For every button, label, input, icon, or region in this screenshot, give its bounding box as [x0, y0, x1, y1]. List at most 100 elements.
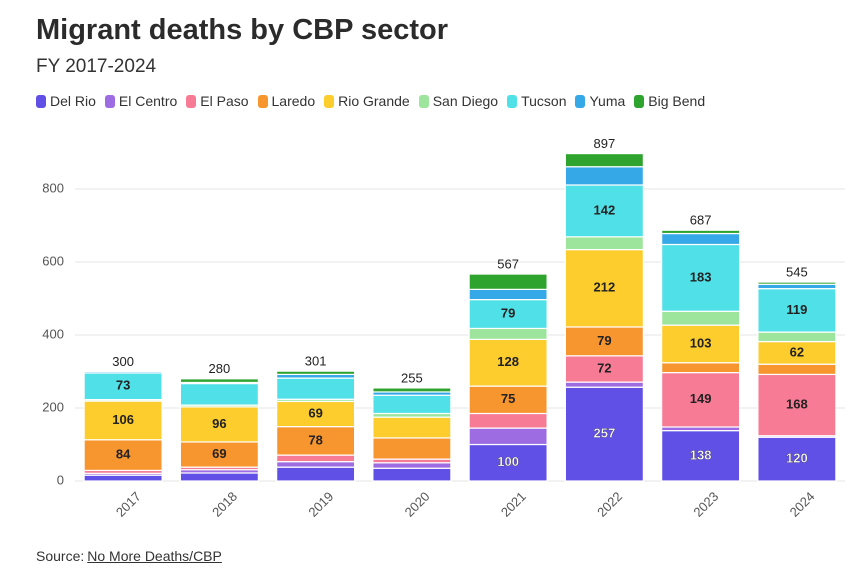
bar-segment [564, 152, 644, 168]
legend: Del Rio El Centro El Paso Laredo Rio Grande S… [36, 93, 705, 109]
data-label: 149 [690, 391, 712, 406]
bar-segment [564, 381, 644, 388]
x-tick-label: 2018 [209, 489, 240, 520]
y-tick-label: 200 [42, 399, 64, 414]
bar-segment [468, 338, 548, 387]
data-label: 120 [786, 451, 808, 466]
chart-title: Migrant deaths by CBP sector [36, 14, 449, 46]
data-label: 138 [690, 447, 712, 462]
data-label: 73 [116, 378, 130, 393]
total-label: 255 [401, 370, 423, 385]
bar-segment [83, 400, 163, 441]
legend-label: Laredo [271, 93, 316, 109]
data-label: 79 [597, 333, 611, 348]
legend-swatch [324, 94, 335, 108]
total-label: 897 [594, 136, 616, 151]
x-tick-label: 2023 [690, 489, 721, 520]
legend-item: Yuma [575, 93, 625, 109]
data-label: 62 [790, 344, 804, 359]
data-label: 142 [594, 202, 616, 217]
bar-segment [372, 467, 452, 482]
bar-segment [661, 232, 741, 246]
total-label: 567 [497, 256, 519, 271]
bar-segment [468, 427, 548, 446]
legend-swatch [634, 94, 645, 108]
legend-label: El Paso [200, 93, 249, 109]
legend-swatch [104, 94, 115, 108]
bar-segment [757, 288, 837, 333]
bar-segment [179, 382, 259, 406]
x-tick-label: 2019 [305, 489, 336, 520]
legend-label: Big Bend [648, 93, 706, 109]
legend-item: El Paso [186, 93, 249, 109]
legend-label: Rio Grande [338, 93, 410, 109]
legend-item: San Diego [418, 93, 498, 109]
bar-segment [179, 441, 259, 468]
bar-segment [468, 443, 548, 482]
total-label: 300 [112, 354, 134, 369]
legend-label: El Centro [118, 93, 178, 109]
legend-swatch [36, 94, 46, 108]
data-label: 212 [594, 280, 616, 295]
bar-segment [372, 416, 452, 439]
bar-segment [757, 363, 837, 376]
bar-segment [179, 472, 259, 482]
legend-swatch [257, 94, 268, 108]
bar-segment [757, 281, 837, 285]
legend-label: Tucson [521, 93, 567, 109]
bar-segment [276, 461, 356, 468]
bar-segment [276, 400, 356, 428]
bar-segment [661, 310, 741, 326]
data-label: 84 [116, 447, 131, 462]
bar-segment [661, 229, 741, 235]
bar-segment [372, 394, 452, 415]
bar-segment [179, 406, 259, 443]
legend-item: Del Rio [36, 93, 96, 109]
data-label: 79 [501, 305, 515, 320]
y-tick-label: 0 [57, 472, 64, 487]
data-label: 78 [308, 432, 322, 447]
bar-segment [372, 462, 452, 469]
source-prefix: Source: [36, 548, 85, 564]
data-label: 75 [501, 391, 515, 406]
bar-segment [372, 437, 452, 460]
total-label: 280 [209, 361, 231, 376]
legend-swatch [575, 94, 586, 108]
legend-swatch [507, 94, 518, 108]
bar-segment [468, 273, 548, 290]
bar-segment [661, 430, 741, 482]
bar-segment [757, 283, 837, 290]
data-label: 69 [308, 405, 322, 420]
data-label: 106 [112, 412, 134, 427]
bar-segment [372, 387, 452, 393]
bar-segment [757, 373, 837, 437]
bar-segment [276, 370, 356, 376]
bar-segment [179, 378, 259, 384]
bar-segment [468, 288, 548, 301]
legend-item: Laredo [257, 93, 316, 109]
data-label: 69 [212, 446, 226, 461]
chart-subtitle: FY 2017-2024 [36, 56, 157, 77]
bar-segment [468, 385, 548, 415]
total-label: 687 [690, 213, 712, 228]
bar-segment [564, 248, 644, 328]
bar-segment [661, 371, 741, 428]
data-label: 168 [786, 397, 808, 412]
bar-segment [661, 362, 741, 374]
bar-segment [276, 466, 356, 482]
y-tick-label: 800 [42, 180, 64, 195]
bar-segment [276, 377, 356, 400]
data-label: 72 [597, 360, 611, 375]
bar-segment [276, 454, 356, 463]
x-tick-label: 2020 [402, 489, 433, 520]
x-tick-label: 2024 [787, 489, 818, 520]
legend-swatch [418, 94, 429, 108]
bar-segment [83, 474, 163, 482]
total-label: 545 [786, 265, 808, 280]
source-link: No More Deaths/CBP [87, 548, 222, 564]
data-label: 100 [497, 454, 519, 469]
bar-segment [757, 436, 837, 482]
source: Source: No More Deaths/CBP [36, 548, 222, 564]
legend-item: El Centro [104, 93, 178, 109]
bar-segment [564, 326, 644, 357]
